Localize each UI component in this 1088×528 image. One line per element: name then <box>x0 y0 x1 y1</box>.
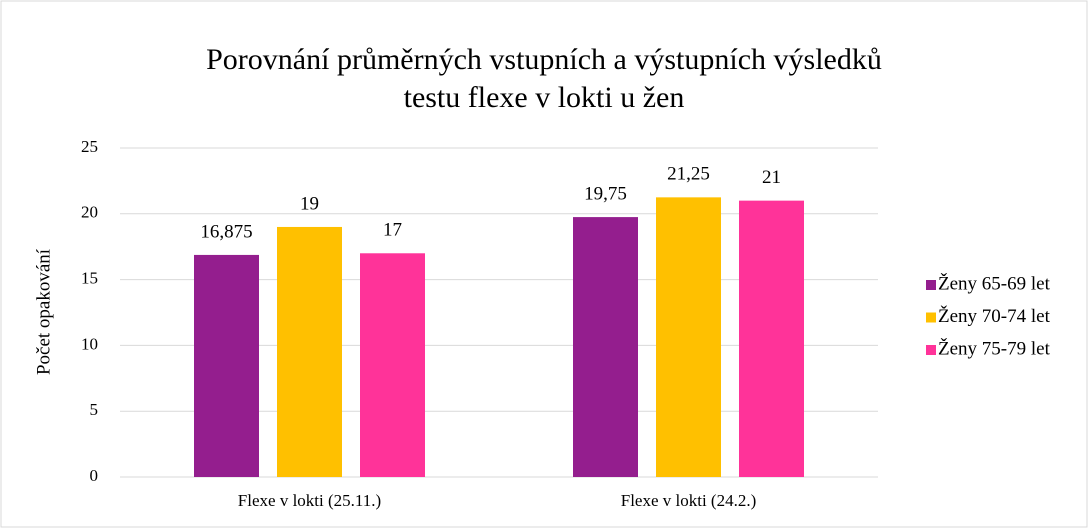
legend-label: Ženy 70-74 let <box>938 305 1051 327</box>
bar <box>739 200 804 477</box>
legend-swatch <box>926 312 936 323</box>
bar <box>277 226 342 477</box>
y-tick-label: 0 <box>90 466 99 485</box>
legend-label: Ženy 65-69 let <box>938 272 1051 294</box>
y-tick-label: 25 <box>81 137 98 156</box>
y-tick-label: 20 <box>81 203 98 222</box>
y-axis-label: Počet opakování <box>33 248 54 375</box>
data-label: 17 <box>383 220 402 241</box>
data-label: 21,25 <box>667 164 710 185</box>
chart-title: Porovnání průměrných vstupních a výstupn… <box>206 43 882 76</box>
bar <box>360 253 425 477</box>
data-label: 16,875 <box>200 221 252 242</box>
data-label: 19 <box>300 193 319 214</box>
y-tick-label: 5 <box>90 400 99 419</box>
legend-swatch <box>926 345 936 355</box>
legend-swatch <box>926 280 936 290</box>
bar <box>656 197 721 477</box>
y-tick-label: 10 <box>81 334 98 353</box>
y-tick-label: 15 <box>81 269 98 288</box>
data-label: 19,75 <box>584 183 627 204</box>
bar <box>194 254 259 477</box>
x-tick-label: Flexe v lokti (25.11.) <box>238 491 381 510</box>
chart-title: testu flexe v lokti u žen <box>404 81 685 114</box>
data-label: 21 <box>762 167 781 188</box>
x-tick-label: Flexe v lokti (24.2.) <box>621 491 757 510</box>
bar <box>573 217 638 477</box>
legend-label: Ženy 75-79 let <box>938 337 1051 359</box>
